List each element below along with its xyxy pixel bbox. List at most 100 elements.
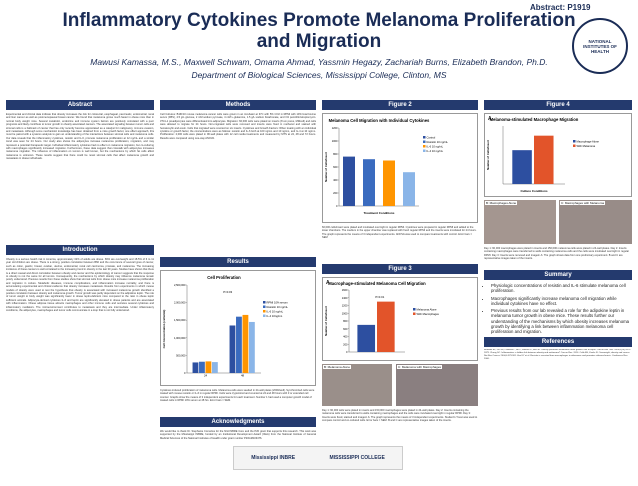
legend-label: RPMI 10% serum (267, 300, 289, 304)
migration-cytokines-chart: Melanoma Cell Migration with Individual … (324, 118, 449, 215)
y-tick-label: 400 (333, 178, 338, 182)
chart-title: Melanoma-stimulated Macrophage Migration (490, 117, 579, 122)
bar (205, 361, 212, 373)
legend-swatch (423, 145, 426, 148)
bar (248, 321, 255, 373)
y-tick-label: 200 (333, 191, 338, 195)
bar (236, 316, 242, 373)
y-tick-label: 1600 (342, 288, 348, 292)
legend-swatch (263, 314, 266, 317)
fig3-panel-a-label: A (326, 280, 330, 286)
introduction-header: Introduction (6, 245, 154, 255)
x-axis-label: Culture Conditions (521, 189, 548, 193)
bar (383, 160, 395, 206)
legend-label: With Melanoma (577, 144, 596, 148)
legend-swatch (573, 144, 576, 147)
y-tick-label: 0 (336, 204, 338, 208)
y-tick-label: 1200 (332, 126, 338, 130)
summary-item: Macrophages significantly increase melan… (491, 296, 632, 307)
legend-swatch (423, 149, 426, 152)
summary-item: Physiologic concentrations of resistin a… (491, 283, 632, 294)
proliferation-chart: Cell Proliferation 0 500,000 1,000,000 1,500… (162, 275, 289, 378)
fig4-panel-c-label: C: Macrophages with Melanoma (560, 201, 606, 205)
legend-label: Macrophage Alone (577, 139, 600, 143)
institution-logos: Mississippi INBRE MISSISSIPPI COLLEGE (233, 446, 403, 470)
column-3: Figure 2 Melanoma Cell Migration with In… (322, 100, 478, 429)
methods-header: Methods (160, 100, 316, 110)
title-line-2: and Migration (256, 31, 382, 52)
legend-swatch (413, 312, 416, 315)
x-tick-label: 24 (204, 374, 208, 378)
y-tick-label: 600 (343, 327, 348, 331)
bar (199, 361, 205, 373)
bar (192, 362, 199, 373)
melanoma-alone-image: B: Melanoma Alone (322, 364, 392, 406)
legend-swatch (423, 136, 426, 139)
legend-swatch (263, 305, 266, 308)
nih-logo: NATIONAL INSTITUTES OF HEALTH (572, 18, 628, 74)
bar (229, 325, 236, 373)
legend-label: Melanoma Alone (417, 307, 438, 311)
legend-swatch (573, 140, 576, 143)
annotation: P=0.01 (375, 295, 384, 299)
y-tick-label: 0 (346, 350, 348, 354)
y-tick-label: 600 (333, 165, 338, 169)
y-axis-label: Number of Cells/Insert (486, 140, 490, 170)
legend-swatch (263, 301, 266, 304)
column-4: Figure 4 A Melanoma-stimulated Macrophag… (484, 100, 632, 369)
legend-label: IL-4 10ng/mL (267, 314, 283, 318)
legend-label: IL-4 10 ng/mL (427, 149, 444, 153)
legend-label: Resistin 10 ng/mL (427, 140, 449, 144)
fig4-panel-b-label: B: Macrophages Alone (485, 201, 518, 205)
macrophages-alone-image: B: Macrophages Alone (484, 200, 556, 244)
acknowledgments-text: We would like to thank Dr. Stephanie Cor… (160, 430, 316, 440)
chart-title: Macrophage-stimulated Melanoma Cell Migr… (328, 281, 426, 286)
poster-title: Inflammatory Cytokines Promote Melanoma … (0, 10, 638, 52)
abstract-text: Experimental and clinical data indicate … (6, 113, 154, 161)
bar (403, 172, 415, 206)
methods-text: Cell Cultures: B16F10 mouse melanoma can… (160, 113, 316, 140)
legend-label: IL-6 10 ng/mL (267, 309, 284, 313)
legend-swatch (413, 308, 416, 311)
introduction-text: Obesity is a serious health risk in Amer… (6, 258, 154, 313)
bar (357, 324, 376, 352)
legend-label: Resistin 10 ng/mL (267, 305, 289, 309)
y-tick-label: 800 (333, 152, 338, 156)
y-axis-label: Number of Cells/Insert (324, 152, 328, 182)
references-header: References (484, 336, 632, 347)
legend-swatch (263, 310, 266, 313)
mississippi-college-logo: MISSISSIPPI COLLEGE (329, 455, 385, 461)
y-tick-label: 500,000 (176, 353, 186, 357)
column-1: Abstract Experimental and clinical data … (6, 100, 154, 486)
y-tick-label: 1000 (342, 311, 348, 315)
fig3-panel-c-label: C: Melanoma with Macrophages (397, 365, 443, 369)
figure-3-images: B: Melanoma Alone C: Melanoma with Macro… (322, 364, 478, 406)
bar (343, 156, 355, 206)
legend-label: IL-6 10 ng/mL (427, 144, 444, 148)
summary-header: Summary (484, 270, 632, 280)
y-tick-label: 1000 (332, 139, 338, 143)
title-line-1: Inflammatory Cytokines Promote Melanoma … (62, 10, 576, 31)
y-tick-label: 1,500,000 (174, 318, 186, 322)
y-tick-label: 1200 (342, 304, 348, 308)
abstract-number: Abstract: P1919 (530, 3, 591, 12)
legend-label: With Macrophages (417, 312, 440, 316)
figure-4-header: Figure 4 (484, 100, 632, 110)
figure-2-caption: 60,000 cells/insert were plated and incu… (322, 226, 477, 240)
authors: Mawusi Kamassa, M.S., Maxwell Schwam, Om… (90, 57, 548, 67)
bar (512, 150, 532, 184)
bar (377, 301, 395, 352)
figure-3-caption: Day 1: 60,000 cells were plated in inser… (322, 409, 478, 423)
y-axis-label: Cell Concentration (cells/mL) (162, 310, 166, 349)
figure-4-caption: Day 1: 60,000 macrophages were plated in… (484, 247, 630, 261)
x-axis-label: Treatment Conditions (364, 211, 395, 215)
melanoma-macrophage-chart: Melanoma-stimulated Macrophage Migration… (486, 117, 600, 193)
macrophage-melanoma-chart: Macrophage-stimulated Melanoma Cell Migr… (324, 281, 440, 354)
bar (363, 159, 375, 206)
figure-4-images: B: Macrophages Alone C: Macrophages with… (484, 200, 632, 244)
inbre-logo: Mississippi INBRE (251, 455, 296, 461)
y-tick-label: 800 (343, 319, 348, 323)
figure-3-chart-panel: A Macrophage-stimulated Melanoma Cell Mi… (322, 277, 478, 361)
summary-list: Physiologic concentrations of resistin a… (484, 283, 632, 335)
legend-label: Control (427, 135, 436, 139)
